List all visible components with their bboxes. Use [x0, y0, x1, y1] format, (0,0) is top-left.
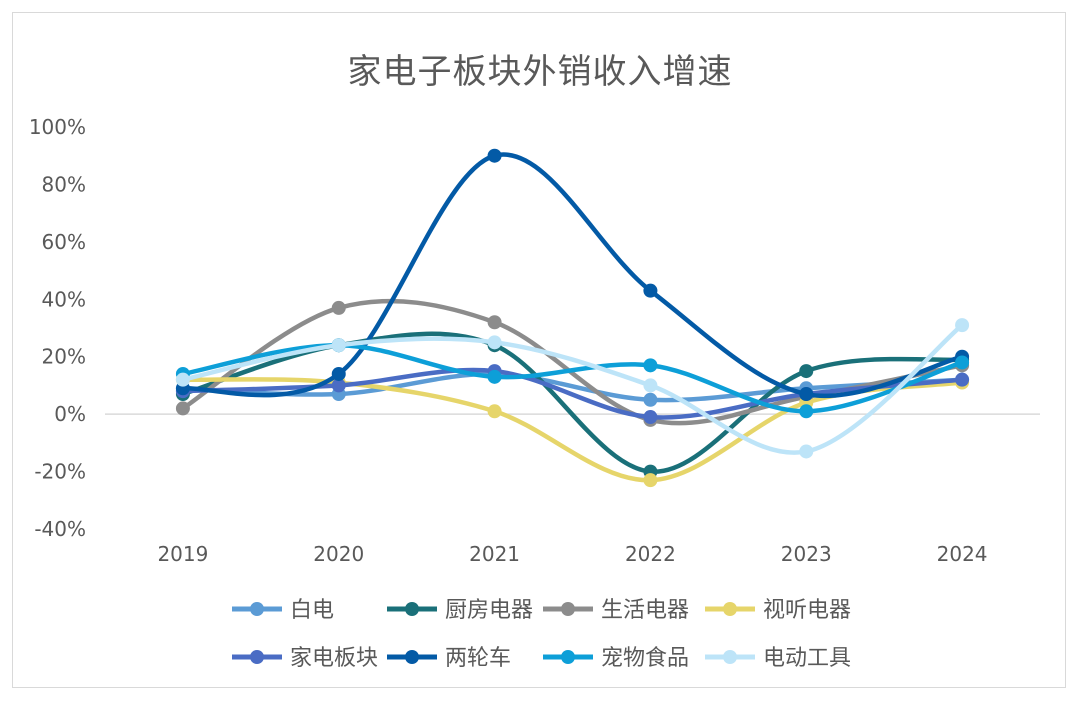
legend-item: 生活电器: [543, 598, 689, 623]
legend-item: 家电板块: [232, 646, 378, 671]
legend-item: 两轮车: [387, 646, 511, 671]
legend-label: 宠物食品: [601, 646, 689, 671]
data-point: [643, 378, 658, 393]
legend-label: 电动工具: [763, 646, 851, 671]
legend-swatch-marker: [250, 602, 264, 616]
x-tick-label: 2019: [157, 542, 208, 566]
legend-swatch-marker: [561, 602, 575, 616]
legend-swatch-marker: [405, 602, 419, 616]
y-axis-ticks: 100% 80% 60% 40% 20% 0% -20% -40%: [29, 115, 86, 541]
data-point: [331, 378, 346, 393]
legend-item: 视听电器: [705, 598, 851, 623]
data-point: [799, 444, 814, 459]
data-point: [175, 372, 190, 387]
data-point: [487, 315, 502, 330]
legend-swatch-marker: [250, 650, 264, 664]
data-point: [643, 410, 658, 425]
data-point: [487, 148, 502, 163]
legend-label: 视听电器: [763, 598, 851, 623]
data-point: [643, 283, 658, 298]
data-point: [643, 358, 658, 373]
y-tick-label: -40%: [34, 517, 86, 541]
data-point: [799, 404, 814, 419]
legend-label: 厨房电器: [445, 598, 533, 623]
x-tick-label: 2020: [313, 542, 364, 566]
data-point: [331, 338, 346, 353]
data-point: [487, 404, 502, 419]
legend-swatch-marker: [561, 650, 575, 664]
legend-label: 家电板块: [290, 646, 378, 671]
series-8: [175, 318, 970, 459]
data-point: [955, 372, 970, 387]
y-tick-label: 80%: [42, 172, 86, 196]
series-line: [180, 322, 965, 455]
series-3: [175, 298, 970, 427]
data-point: [799, 387, 814, 402]
series-line: [180, 371, 965, 403]
legend-item: 电动工具: [705, 646, 851, 671]
data-point: [643, 392, 658, 407]
data-point: [175, 401, 190, 416]
y-tick-label: 60%: [42, 230, 86, 254]
data-point: [487, 335, 502, 350]
legend-swatch-marker: [405, 650, 419, 664]
x-tick-label: 2021: [469, 542, 520, 566]
data-point: [955, 355, 970, 370]
legend-label: 白电: [290, 598, 334, 623]
legend-swatch-marker: [723, 602, 737, 616]
x-tick-label: 2023: [781, 542, 832, 566]
y-tick-label: 20%: [42, 345, 86, 369]
data-point: [331, 366, 346, 381]
x-tick-label: 2022: [625, 542, 676, 566]
data-point: [799, 364, 814, 379]
y-tick-label: -20%: [34, 460, 86, 484]
y-tick-label: 0%: [54, 402, 86, 426]
legend-label: 生活电器: [601, 598, 689, 623]
chart-title: 家电子板块外销收入增速: [347, 52, 733, 92]
legend-item: 白电: [232, 598, 334, 623]
x-axis-ticks: 2019 2020 2021 2022 2023 2024: [157, 542, 987, 566]
data-point: [955, 318, 970, 333]
data-point: [643, 473, 658, 488]
legend-item: 厨房电器: [387, 598, 533, 623]
legend-label: 两轮车: [445, 646, 511, 671]
y-tick-label: 100%: [29, 115, 86, 139]
legend-item: 宠物食品: [543, 646, 689, 671]
legend-swatch-marker: [723, 650, 737, 664]
data-point: [331, 300, 346, 315]
data-point: [487, 369, 502, 384]
series-lines: [175, 148, 970, 488]
y-tick-label: 40%: [42, 287, 86, 311]
x-tick-label: 2024: [937, 542, 988, 566]
